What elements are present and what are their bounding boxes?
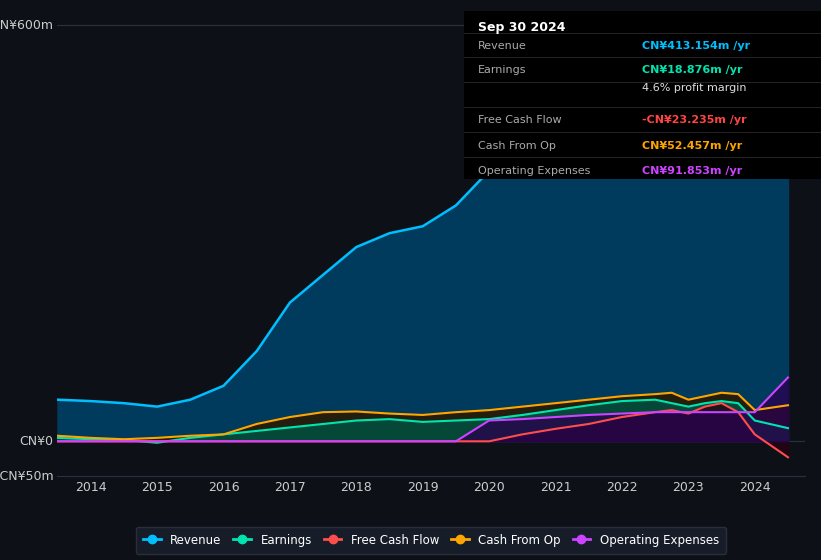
Text: -CN¥50m: -CN¥50m [0, 469, 53, 483]
Legend: Revenue, Earnings, Free Cash Flow, Cash From Op, Operating Expenses: Revenue, Earnings, Free Cash Flow, Cash … [136, 526, 726, 554]
Text: CN¥413.154m /yr: CN¥413.154m /yr [643, 41, 750, 52]
Text: CN¥52.457m /yr: CN¥52.457m /yr [643, 141, 743, 151]
Text: Free Cash Flow: Free Cash Flow [478, 115, 562, 125]
Text: CN¥600m: CN¥600m [0, 18, 53, 31]
Text: CN¥0: CN¥0 [20, 435, 53, 448]
Text: Sep 30 2024: Sep 30 2024 [478, 21, 566, 34]
Text: -CN¥23.235m /yr: -CN¥23.235m /yr [643, 115, 747, 125]
Text: Earnings: Earnings [478, 65, 526, 75]
Text: 4.6% profit margin: 4.6% profit margin [643, 83, 747, 94]
Text: CN¥91.853m /yr: CN¥91.853m /yr [643, 166, 743, 176]
Text: Operating Expenses: Operating Expenses [478, 166, 590, 176]
Text: Cash From Op: Cash From Op [478, 141, 556, 151]
Text: CN¥18.876m /yr: CN¥18.876m /yr [643, 65, 743, 75]
Text: Revenue: Revenue [478, 41, 527, 52]
